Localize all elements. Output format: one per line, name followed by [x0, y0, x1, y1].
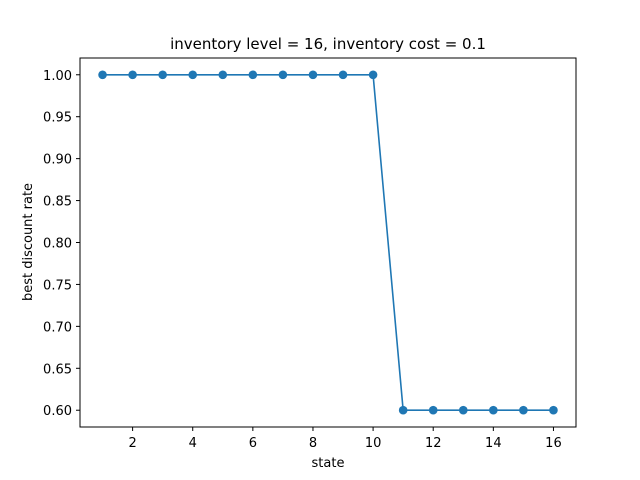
- data-point: [308, 70, 318, 80]
- x-tick-label: 6: [249, 436, 257, 451]
- x-tick-label: 10: [365, 436, 382, 451]
- x-axis: 2 4 6 8 10 12 14 16: [128, 427, 562, 451]
- y-tick-label: 0.65: [43, 362, 72, 377]
- data-point: [368, 70, 378, 80]
- data-point: [98, 70, 107, 80]
- y-tick-label: 1.00: [43, 69, 72, 84]
- data-point: [549, 405, 558, 415]
- chart-title: inventory level = 16, inventory cost = 0…: [170, 35, 486, 53]
- data-point: [458, 405, 468, 415]
- x-tick-label: 8: [309, 436, 317, 451]
- data-point: [338, 70, 348, 80]
- y-tick-label: 0.90: [43, 153, 72, 168]
- data-point: [398, 405, 408, 415]
- x-tick-label: 16: [545, 436, 562, 451]
- series-line: [102, 73, 554, 412]
- plot-area: [98, 70, 558, 415]
- data-point: [188, 70, 198, 80]
- y-tick-label: 0.70: [43, 320, 72, 335]
- data-point: [278, 70, 288, 80]
- x-tick-label: 4: [189, 436, 197, 451]
- y-axis: 0.60 0.65 0.70 0.75 0.80 0.85 0.90 0.95 1.00: [43, 69, 80, 419]
- data-point: [428, 405, 438, 415]
- data-point: [519, 405, 528, 415]
- x-axis-label: state: [312, 456, 345, 471]
- data-point: [128, 70, 137, 80]
- data-point: [218, 70, 228, 80]
- y-tick-label: 0.95: [43, 111, 72, 126]
- y-tick-label: 0.85: [43, 195, 72, 210]
- y-tick-label: 0.80: [43, 237, 72, 252]
- y-axis-label: best discount rate: [21, 183, 36, 301]
- x-tick-label: 14: [485, 436, 502, 451]
- plot-frame: [79, 57, 577, 428]
- y-tick-label: 0.60: [43, 404, 72, 419]
- y-tick-label: 0.75: [43, 278, 72, 293]
- data-point: [248, 70, 258, 80]
- x-tick-label: 12: [425, 436, 442, 451]
- x-tick-label: 2: [128, 436, 136, 451]
- data-point: [489, 405, 498, 415]
- data-point: [158, 70, 167, 80]
